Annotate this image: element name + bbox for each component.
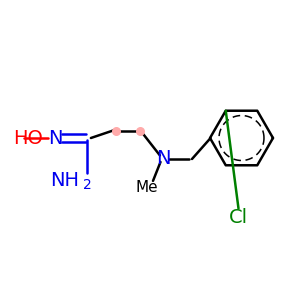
Text: HO: HO [14, 128, 44, 148]
Point [137, 128, 142, 133]
Point [113, 128, 118, 133]
Text: N: N [48, 128, 63, 148]
Text: N: N [156, 149, 171, 169]
Text: NH: NH [50, 170, 80, 190]
Text: Cl: Cl [229, 208, 248, 227]
Text: Me: Me [136, 180, 158, 195]
Text: 2: 2 [82, 178, 91, 192]
